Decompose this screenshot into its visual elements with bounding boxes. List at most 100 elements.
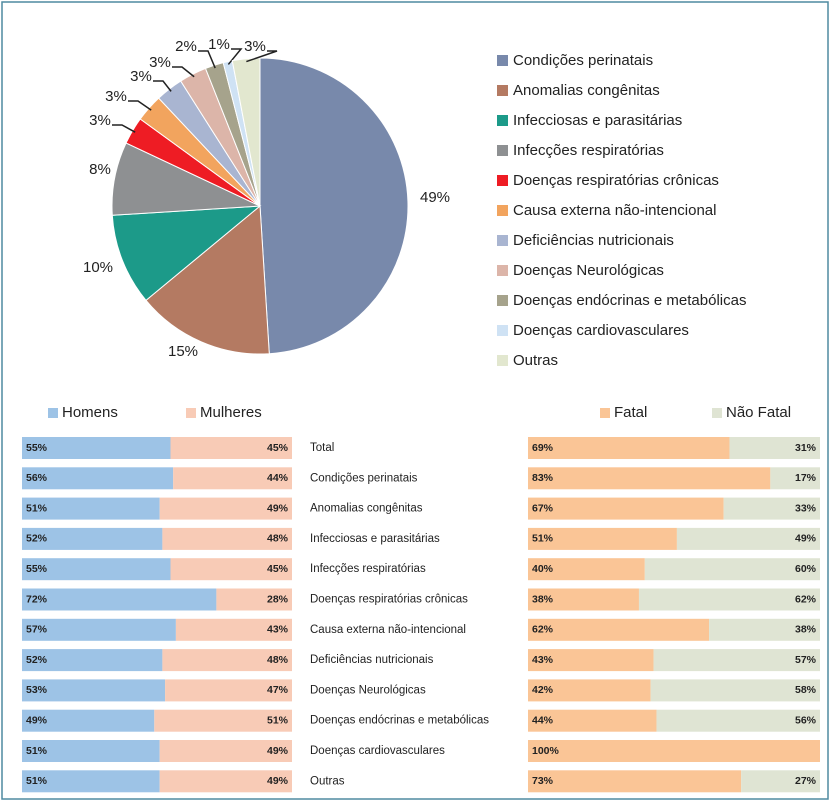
bar-segment xyxy=(216,588,292,611)
data-label: 10% xyxy=(83,259,113,276)
category-label: Total xyxy=(310,442,334,454)
category-label: Doenças endócrinas e metabólicas xyxy=(310,715,489,727)
legend-swatch xyxy=(497,325,508,336)
bar-segment xyxy=(709,618,820,641)
pie-slice xyxy=(145,204,270,355)
legend-label: Infecções respiratórias xyxy=(513,142,664,159)
data-label: 48% xyxy=(267,654,289,666)
category-label: Causa externa não-intencional xyxy=(310,624,466,636)
data-label: 57% xyxy=(795,654,817,666)
data-label: 47% xyxy=(267,684,289,696)
leader-line xyxy=(128,100,152,111)
bar-segment xyxy=(653,649,820,672)
data-label: 3% xyxy=(130,68,152,85)
legend-label: Doenças endócrinas e metabólicas xyxy=(513,292,746,309)
data-label: 72% xyxy=(26,593,48,605)
data-label: 27% xyxy=(795,775,817,787)
bar-segment xyxy=(770,467,820,490)
legend-swatch xyxy=(497,235,508,246)
bar-segment xyxy=(528,527,677,550)
bar-segment xyxy=(22,618,176,641)
data-label: 83% xyxy=(532,472,554,484)
legend-swatch xyxy=(497,145,508,156)
data-label: 43% xyxy=(267,624,289,636)
category-label: Condições perinatais xyxy=(310,472,418,484)
legend-label: Outras xyxy=(513,352,558,369)
data-label: 2% xyxy=(175,38,197,55)
bar-segment xyxy=(650,679,820,702)
bar-segment xyxy=(22,649,163,672)
category-label: Anomalias congênitas xyxy=(310,503,423,515)
bar-segment xyxy=(528,437,730,459)
data-label: 57% xyxy=(26,624,48,636)
data-label: 52% xyxy=(26,654,48,666)
bar-segment xyxy=(528,649,654,672)
pie-slice xyxy=(259,57,409,355)
legend-label: Doenças cardiovasculares xyxy=(513,322,689,339)
data-label: 51% xyxy=(267,714,289,726)
data-label: 100% xyxy=(532,745,560,757)
data-label: 42% xyxy=(532,684,554,696)
legend-label: Condições perinatais xyxy=(513,52,653,69)
data-label: 51% xyxy=(532,533,554,545)
leader-line xyxy=(227,48,243,65)
category-label: Deficiências nutricionais xyxy=(310,654,434,666)
data-label: 60% xyxy=(795,563,817,575)
data-label: 48% xyxy=(267,533,289,545)
legend-swatch xyxy=(48,408,58,418)
bar-segment xyxy=(22,497,160,520)
bar-segment xyxy=(528,588,639,611)
bar-segment xyxy=(528,770,742,793)
data-label: 53% xyxy=(26,684,48,696)
pie-slice xyxy=(111,205,262,302)
category-label: Doenças Neurológicas xyxy=(310,684,426,696)
legend-swatch xyxy=(497,115,508,126)
data-label: 3% xyxy=(244,38,266,55)
data-label: 17% xyxy=(795,472,817,484)
bar-segment xyxy=(528,618,710,641)
bar-segment xyxy=(656,709,820,732)
legend-swatch xyxy=(712,408,722,418)
bar-segment xyxy=(159,770,292,793)
legend-label: Homens xyxy=(62,404,118,421)
legend-label: Mulheres xyxy=(200,404,262,421)
bar-segment xyxy=(22,588,217,611)
legend-swatch xyxy=(497,175,508,186)
data-label: 62% xyxy=(795,593,817,605)
bar-segment xyxy=(644,558,820,581)
data-label: 45% xyxy=(267,563,289,575)
bar-segment xyxy=(159,740,292,762)
bar-segment xyxy=(741,770,820,793)
legend-swatch xyxy=(497,55,508,66)
data-label: 8% xyxy=(89,161,111,178)
data-label: 56% xyxy=(26,472,48,484)
bar-segment xyxy=(170,437,292,459)
bar-segment xyxy=(165,679,292,702)
bar-segment xyxy=(22,558,171,581)
data-label: 38% xyxy=(795,624,817,636)
leader-line xyxy=(153,80,172,92)
data-label: 67% xyxy=(532,502,554,514)
category-label: Outras xyxy=(310,775,345,787)
bar-segment xyxy=(162,649,292,672)
data-label: 49% xyxy=(795,533,817,545)
data-label: 3% xyxy=(89,112,111,129)
bar-segment xyxy=(528,497,724,520)
bar-segment xyxy=(22,437,171,459)
legend-label: Não Fatal xyxy=(726,404,791,421)
data-label: 15% xyxy=(168,343,198,360)
legend-swatch xyxy=(497,355,508,366)
legend-swatch xyxy=(186,408,196,418)
category-label: Doenças cardiovasculares xyxy=(310,745,445,757)
legend-swatch xyxy=(497,295,508,306)
data-label: 51% xyxy=(26,775,48,787)
legend-swatch xyxy=(600,408,610,418)
bar-segment xyxy=(528,740,820,762)
data-label: 1% xyxy=(208,36,230,53)
bar-segment xyxy=(22,770,160,793)
bar-segment xyxy=(22,527,163,550)
bar-segment xyxy=(22,467,174,490)
data-label: 3% xyxy=(149,54,171,71)
